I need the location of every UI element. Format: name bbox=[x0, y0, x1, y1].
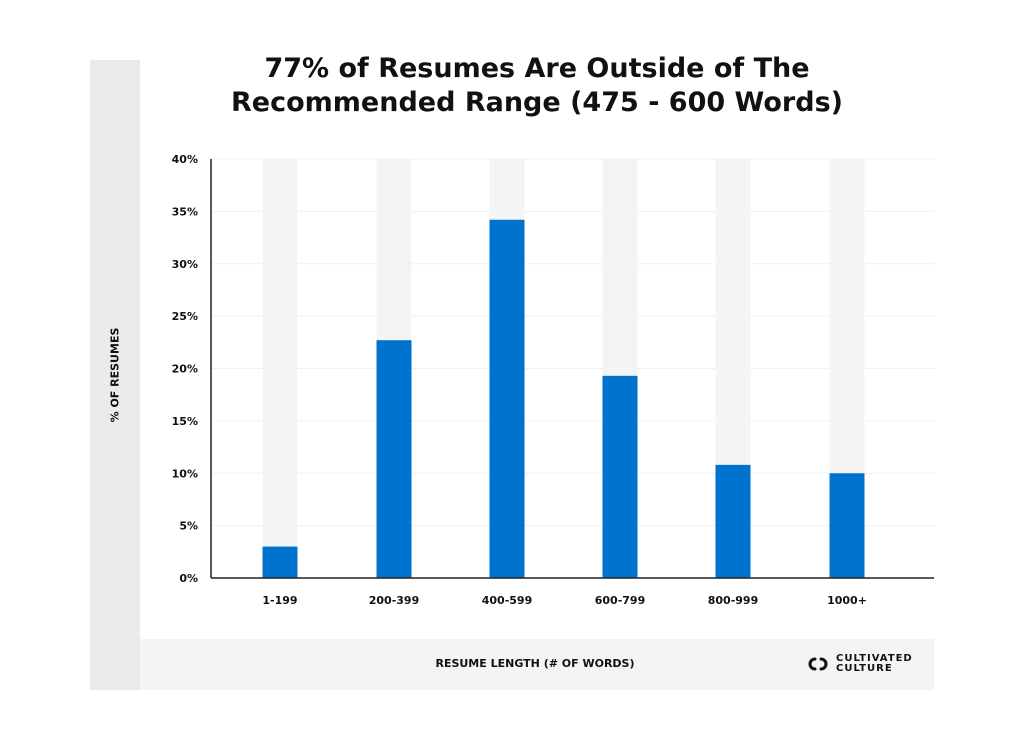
brand-logo: CULTIVATED CULTURE bbox=[806, 654, 913, 674]
y-tick-label: 0% bbox=[179, 572, 198, 585]
chart-title: 77% of Resumes Are Outside of The Recomm… bbox=[140, 52, 934, 120]
chain-link-icon bbox=[808, 657, 828, 671]
bar bbox=[489, 219, 525, 578]
x-tick-label: 1-199 bbox=[262, 594, 297, 607]
title-line-2: Recommended Range (475 - 600 Words) bbox=[231, 87, 843, 118]
left-decor-band bbox=[90, 60, 140, 690]
title-line-1: 77% of Resumes Are Outside of The bbox=[264, 53, 810, 84]
y-axis-label: % OF RESUMES bbox=[108, 327, 122, 423]
x-tick-label: 1000+ bbox=[827, 594, 867, 607]
y-tick-label: 10% bbox=[172, 467, 198, 480]
y-tick-label: 30% bbox=[172, 258, 198, 271]
y-tick-label: 5% bbox=[179, 520, 198, 533]
bar bbox=[715, 464, 751, 578]
x-tick-label: 800-999 bbox=[708, 594, 759, 607]
bottom-decor-band bbox=[140, 639, 934, 690]
bar bbox=[376, 340, 412, 578]
y-tick-label: 15% bbox=[172, 415, 198, 428]
bar bbox=[602, 375, 638, 578]
x-tick-label: 400-599 bbox=[482, 594, 533, 607]
x-axis-label: RESUME LENGTH (# OF WORDS) bbox=[435, 657, 635, 670]
bar-track bbox=[262, 159, 298, 578]
bar bbox=[829, 473, 865, 578]
y-tick-label: 20% bbox=[172, 363, 198, 376]
x-tick-label: 600-799 bbox=[595, 594, 646, 607]
y-tick-label: 25% bbox=[172, 310, 198, 323]
y-tick-label: 35% bbox=[172, 205, 198, 218]
brand-line-2: CULTURE bbox=[836, 663, 893, 674]
bar bbox=[262, 546, 298, 578]
brand-line-1: CULTIVATED bbox=[836, 653, 913, 664]
x-tick-label: 200-399 bbox=[369, 594, 420, 607]
y-tick-label: 40% bbox=[172, 153, 198, 166]
